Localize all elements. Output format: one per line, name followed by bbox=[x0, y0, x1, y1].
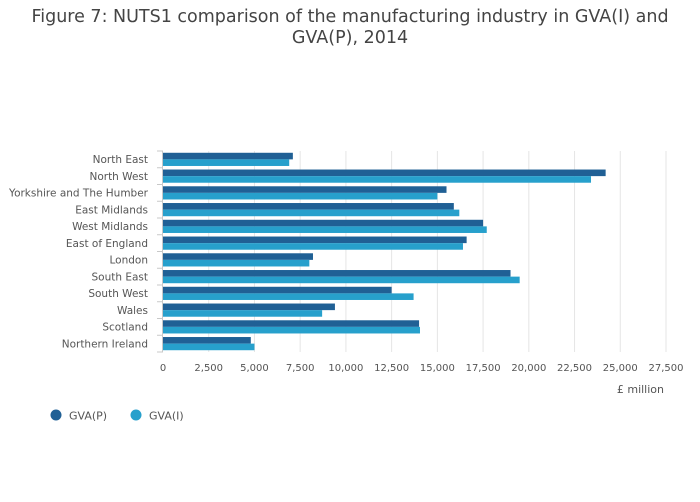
bar-gva-i bbox=[163, 243, 463, 250]
x-tick-label: 7,500 bbox=[286, 363, 315, 374]
bar-gva-i bbox=[163, 159, 290, 166]
bar-gva-p bbox=[163, 320, 420, 327]
bar-gva-i bbox=[163, 310, 323, 317]
bar-gva-p bbox=[163, 236, 467, 244]
x-axis-label: £ million bbox=[617, 383, 664, 396]
x-tick-label: 10,000 bbox=[328, 363, 363, 374]
category-label: Northern Ireland bbox=[62, 338, 148, 350]
bar-gva-p bbox=[163, 270, 511, 277]
bar-gva-i bbox=[163, 192, 438, 200]
category-label: London bbox=[110, 255, 149, 267]
category-label: West Midlands bbox=[72, 221, 148, 233]
category-label: Wales bbox=[117, 305, 148, 317]
bar-gva-p bbox=[163, 152, 293, 160]
bar-gva-p bbox=[163, 303, 335, 311]
category-label: East Midlands bbox=[75, 204, 148, 216]
chart-title-line-2: GVA(P), 2014 bbox=[291, 28, 409, 48]
bar-gva-i bbox=[163, 226, 487, 233]
category-label: Scotland bbox=[102, 322, 148, 334]
x-tick-label: 27,500 bbox=[649, 363, 684, 374]
bar-gva-p bbox=[163, 169, 606, 177]
bar-gva-i bbox=[163, 326, 420, 334]
category-label: Yorkshire and The Humber bbox=[8, 188, 149, 200]
x-tick-label: 25,000 bbox=[603, 363, 638, 374]
category-label: North West bbox=[89, 171, 148, 183]
bar-gva-i bbox=[163, 343, 255, 351]
category-label: South East bbox=[91, 271, 148, 283]
bar-gva-i bbox=[163, 276, 520, 284]
x-tick-label: 17,500 bbox=[466, 363, 501, 374]
legend-label: GVA(I) bbox=[149, 410, 184, 423]
bar-gva-i bbox=[163, 176, 592, 183]
bar-gva-p bbox=[163, 337, 251, 344]
category-label: North East bbox=[93, 154, 148, 166]
bar-gva-i bbox=[163, 259, 310, 267]
x-tick-label: 20,000 bbox=[511, 363, 546, 374]
bar-gva-p bbox=[163, 253, 313, 260]
bar-gva-p bbox=[163, 219, 484, 227]
chart-title: Figure 7: NUTS1 comparison of the manufa… bbox=[0, 7, 700, 49]
bar-gva-i bbox=[163, 293, 414, 300]
bar-gva-p bbox=[163, 286, 392, 294]
chart-title-line-1: Figure 7: NUTS1 comparison of the manufa… bbox=[31, 7, 669, 27]
bar-gva-p bbox=[163, 186, 447, 193]
x-tick-label: 2,500 bbox=[194, 363, 223, 374]
x-tick-label: 12,500 bbox=[374, 363, 409, 374]
x-tick-label: 22,500 bbox=[557, 363, 592, 374]
x-tick-label: 0 bbox=[160, 363, 166, 374]
legend-label: GVA(P) bbox=[69, 410, 107, 423]
x-tick-label: 5,000 bbox=[240, 363, 269, 374]
bar-gva-p bbox=[163, 203, 454, 210]
bar-gva-i bbox=[163, 209, 460, 217]
x-tick-label: 15,000 bbox=[420, 363, 455, 374]
legend-marker bbox=[130, 409, 142, 421]
category-label: South West bbox=[88, 288, 148, 300]
legend-marker bbox=[50, 409, 62, 421]
category-label: East of England bbox=[66, 238, 148, 250]
